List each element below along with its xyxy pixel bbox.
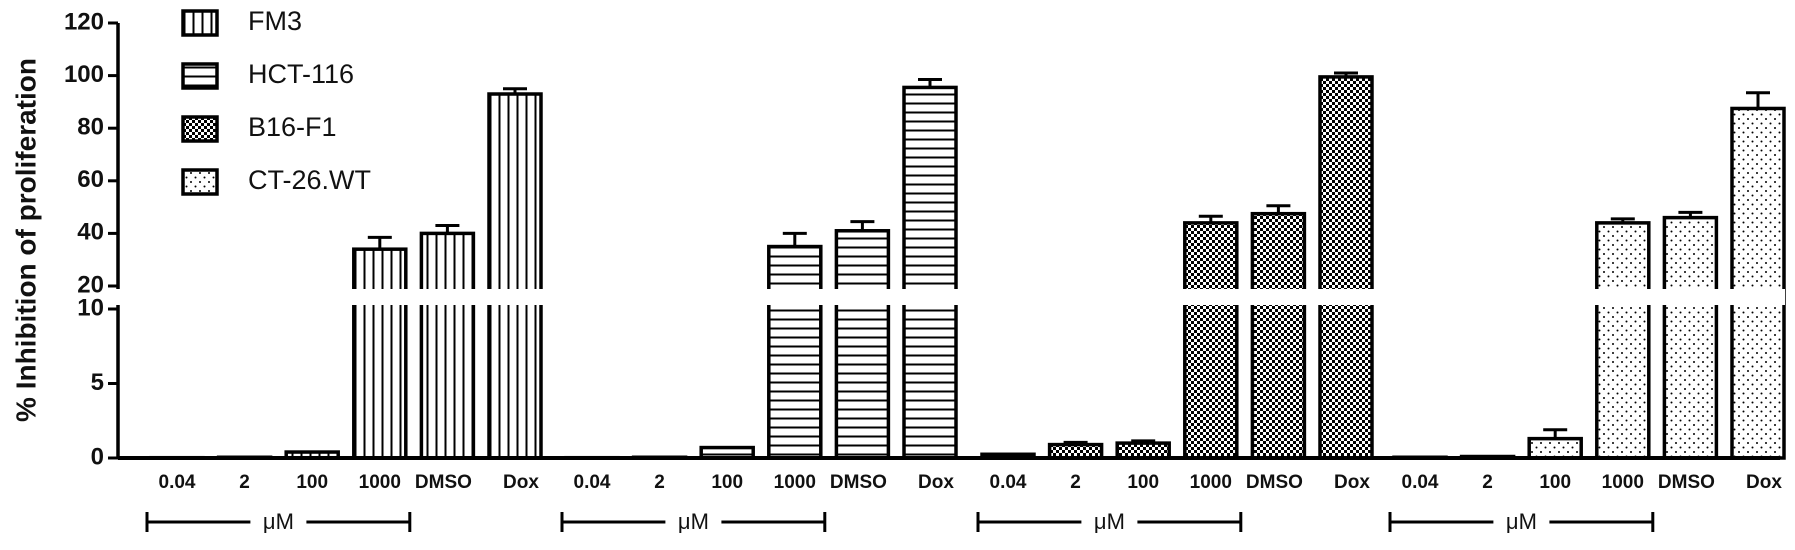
x-tick-label: 100 [711,472,743,493]
legend-swatch [181,62,219,90]
x-tick-label: 0.04 [1402,472,1439,493]
bar [1662,215,1719,460]
bar [1115,441,1171,460]
y-tick-label: 40 [77,219,104,246]
unit-label: μM [1506,509,1537,534]
bar [487,92,543,460]
x-tick-label: 100 [1539,472,1571,493]
x-tick-label: 1000 [1190,472,1232,493]
legend-label: HCT-116 [248,59,354,89]
x-tick-label: 2 [239,472,250,493]
x-tick-label: 100 [1127,472,1159,493]
x-tick-label: Dox [1334,472,1370,493]
x-tick-label: 1000 [774,472,816,493]
legend-label: CT-26.WT [248,165,371,195]
x-tick-label: 2 [654,472,665,493]
bar [1730,106,1786,460]
x-tick-label: 0.04 [574,472,611,493]
bar [1527,436,1583,460]
bar [1250,211,1307,460]
x-tick-label: Dox [503,472,539,493]
x-tick-label: 1000 [359,472,401,493]
x-tick-label: DMSO [830,472,887,493]
bar [902,85,958,460]
x-tick-label: 2 [1482,472,1493,493]
legend-label: B16-F1 [248,112,337,142]
legend-swatch [181,9,219,37]
bar [352,247,408,460]
x-tick-label: 1000 [1602,472,1644,493]
unit-label: μM [263,509,294,534]
axis-break-gap [106,289,1785,305]
y-tick-label: 20 [77,271,104,298]
bar [419,231,476,460]
x-tick-label: Dox [918,472,954,493]
x-tick-label: Dox [1746,472,1782,493]
x-tick-label: 100 [296,472,328,493]
bar [1183,221,1239,460]
legend-swatch [181,115,219,143]
y-axis-label: % Inhibition of proliferation [10,58,41,422]
x-tick-label: DMSO [1658,472,1715,493]
bar [834,229,891,460]
bar [1595,221,1651,460]
x-tick-label: 2 [1070,472,1081,493]
y-tick-label: 80 [77,114,104,141]
unit-label: μM [678,509,709,534]
x-tick-label: DMSO [1246,472,1303,493]
bar [767,244,823,460]
y-tick-label: 120 [64,8,104,35]
legend-swatch [181,168,219,196]
unit-label: μM [1094,509,1125,534]
legend-label: FM3 [248,6,302,36]
y-tick-label: 0 [91,443,104,470]
y-tick-label: 60 [77,166,104,193]
bar [1318,75,1374,460]
x-tick-label: DMSO [415,472,472,493]
y-tick-label: 100 [64,61,104,88]
x-tick-label: 0.04 [159,472,196,493]
y-tick-label: 5 [91,369,104,396]
y-tick-label: 10 [77,294,104,321]
x-tick-label: 0.04 [990,472,1027,493]
bar [1047,442,1104,460]
